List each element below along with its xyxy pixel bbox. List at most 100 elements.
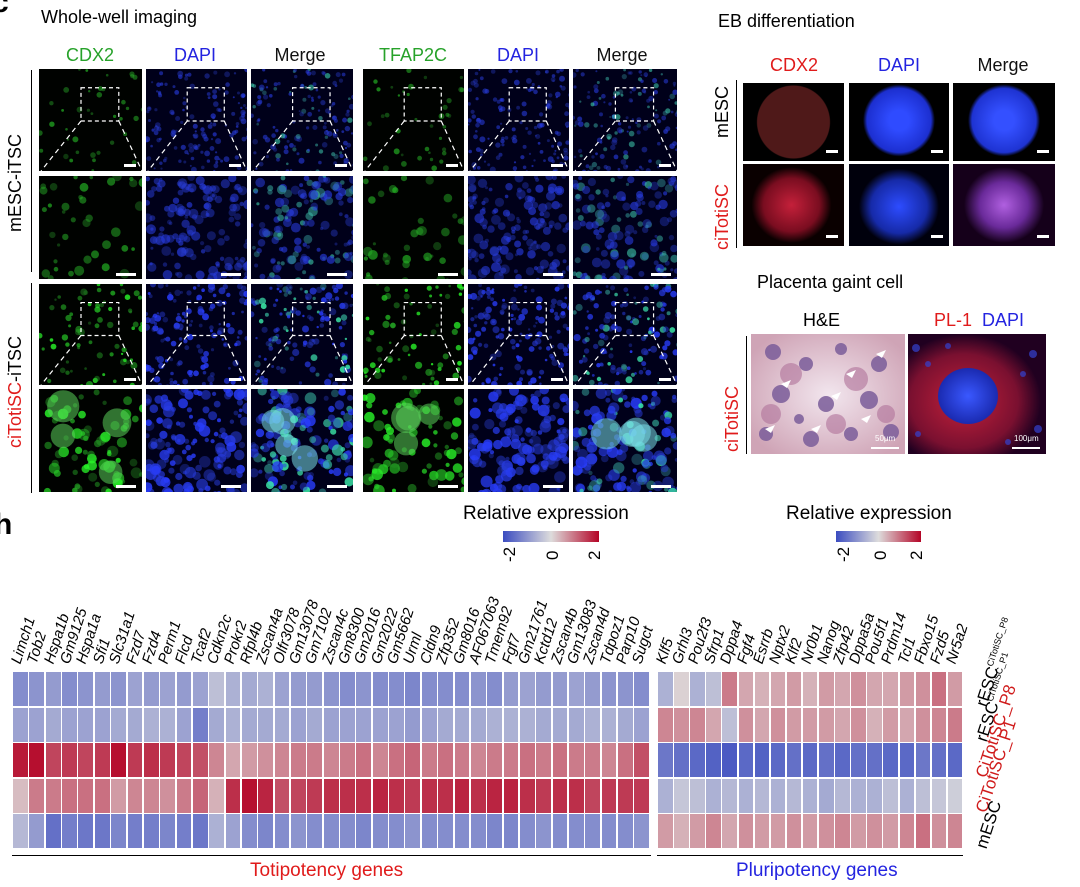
toti-cell [159,671,177,707]
toti-cell [388,742,405,778]
toti-cell [339,742,356,778]
pluri-cell [930,706,948,743]
ww-col-dapi-1: DAPI [173,45,216,65]
toti-cell [240,742,258,778]
legend-colorbar-right [836,531,921,542]
toti-cell [191,671,209,707]
placenta-row-label: ciTotiSC [722,385,742,452]
toti-cell [322,742,340,778]
toti-cell [61,742,78,778]
toti-cell [306,671,324,707]
toti-cell [44,813,62,849]
toti-cell [61,706,78,743]
toti-cell [290,777,307,814]
legend-right-tick-min: -2 [834,546,853,562]
placenta-title: Placenta gaint cell [757,272,904,292]
pluri-cell [818,742,835,778]
pluri-cell [882,777,899,814]
pluri-cell [753,777,771,814]
toti-cell [469,742,487,778]
toti-cell [110,777,127,814]
pluri-cell [801,671,819,707]
pluri-cell [737,671,755,707]
ww-tile-r2-merge-2 [572,175,678,281]
toti-cell [273,706,291,743]
ww-tile-r1-merge-2 [572,68,678,172]
pluri-cell [930,813,948,849]
legend-title-left: Relative expression [463,503,629,524]
eb-scalebar [826,150,838,153]
ww-section-separator [31,279,679,283]
pluri-cell [882,813,899,849]
ww-col-dapi-2: DAPI [496,45,539,65]
toti-cell [290,671,307,707]
ww-tile-r4-tfap2c [362,388,465,493]
toti-cell [28,742,46,778]
toti-cell [175,671,193,707]
toti-cell [453,742,471,778]
toti-cell [93,742,111,778]
pluri-cell [689,742,706,778]
ww-tile-r1-tfap2c [362,68,465,172]
whole-well-title: Whole-well imaging [41,7,198,27]
ww-tile-r2-dapi-1 [145,175,248,281]
toti-cell [224,813,242,849]
ww-tile-r2-merge-1 [250,175,354,281]
ww-tile-r4-cdx2 [38,388,143,493]
toti-cell [28,777,46,814]
toti-cell [486,671,504,707]
pluri-cell [946,777,964,814]
toti-cell [404,742,422,778]
toti-cell [61,671,78,707]
eb-scalebar [1037,150,1049,153]
toti-cell [567,706,585,743]
ww-row-label-mesc: mESC-iTSC [5,134,26,232]
toti-cell [290,813,307,849]
legend-left-tick-mid: 0 [543,550,562,560]
toti-cell [420,671,438,707]
ww-tile-r4-dapi-2 [467,388,570,493]
toti-cell [388,671,405,707]
pluri-cell [882,742,899,778]
toti-cell [469,671,487,707]
toti-cell [208,706,226,743]
toti-cell [191,813,209,849]
pluri-cell [850,706,867,743]
pluri-cell [785,671,803,707]
ww-tile-r1-merge-1 [250,68,354,172]
toti-cell [600,777,618,814]
ww-tile-r3-merge-1 [250,283,354,386]
placenta-pl1-scale-label: 100μm [1014,434,1039,443]
toti-cell [486,813,504,849]
toti-cell [44,777,62,814]
eb-scalebar [931,235,943,238]
pluri-cell [769,813,787,849]
pluri-cell [721,777,738,814]
eb-col-dapi: DAPI [877,55,920,75]
placenta-he-image: 50μm [750,333,906,455]
pluri-cell [914,742,932,778]
toti-cell [28,813,46,849]
pluri-cell [785,813,803,849]
ww-tile-r4-dapi-1 [145,388,248,493]
toti-cell [126,813,144,849]
ww-tile-r3-dapi-1 [145,283,248,386]
toti-cell [420,777,438,814]
toti-cell [306,813,324,849]
pluri-cell [689,777,706,814]
pluri-cell [673,777,690,814]
pluri-cell [769,706,787,743]
toti-cell [453,813,471,849]
ww-row-label-citotisc: ciTotiSC-iTSC [5,336,26,448]
toti-cell [502,742,520,778]
pluri-cell [753,671,771,707]
legend-title-right: Relative expression [786,503,952,524]
ww-tile-r2-cdx2 [38,175,143,281]
legend-colorbar-left [503,531,599,542]
pluri-cell [866,777,883,814]
toti-cell [110,706,127,743]
toti-cell [420,813,438,849]
toti-cell [584,813,602,849]
toti-cell [175,742,193,778]
eb-col-merge: Merge [977,55,1029,75]
